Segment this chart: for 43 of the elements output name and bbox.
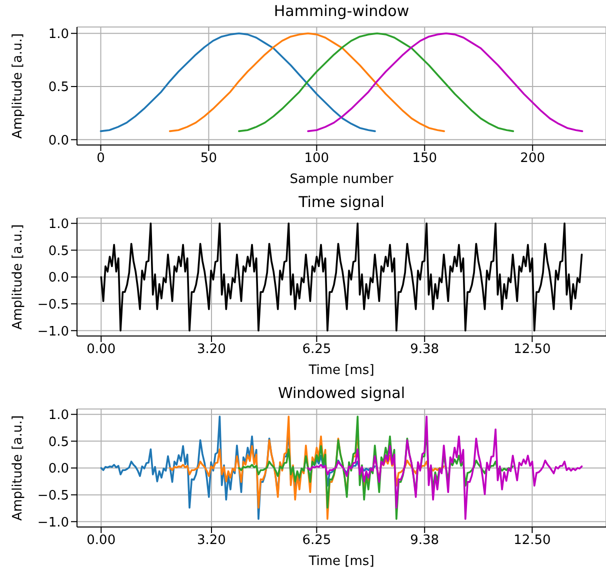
y-axis-title: Amplitude [a.u.] <box>10 33 26 139</box>
line-series <box>307 32 584 132</box>
x-tick-label: 9.38 <box>410 533 440 548</box>
y-tick-label: 1.0 <box>48 26 69 42</box>
chart-title: Hamming-window <box>272 1 410 22</box>
chart-title: Time signal <box>298 192 386 213</box>
x-tick-label: 150 <box>412 151 438 166</box>
y-tick-label: 0.5 <box>48 244 69 259</box>
y-tick-label: 0.5 <box>48 434 69 450</box>
x-tick-label: 200 <box>520 151 545 166</box>
x-axis-title: Time [ms] <box>308 362 376 380</box>
x-tick-label: 12.50 <box>514 342 551 358</box>
x-tick-label: 3.20 <box>197 342 226 358</box>
y-tick-label: 1.0 <box>48 216 69 232</box>
x-tick-label: 100 <box>304 151 330 166</box>
x-axis-title: Time [ms] <box>308 553 376 571</box>
x-tick-label: 12.50 <box>514 533 551 548</box>
x-tick-label: 9.38 <box>410 342 440 358</box>
y-tick-label: −0.5 <box>37 488 69 504</box>
x-tick-label: 6.25 <box>302 342 332 358</box>
y-tick-label: 0.5 <box>48 80 69 96</box>
line-series <box>307 416 583 520</box>
x-tick-label: 0 <box>96 151 105 166</box>
x-tick-label: 0.00 <box>86 342 116 358</box>
line-series <box>100 222 583 332</box>
x-tick-label: 3.20 <box>197 533 226 548</box>
line-series <box>238 32 514 132</box>
y-tick-label: −1.0 <box>37 324 69 340</box>
y-tick-label: 0.0 <box>48 462 69 477</box>
y-tick-label: 0.0 <box>48 133 69 148</box>
x-tick-label: 6.25 <box>302 533 332 548</box>
y-tick-label: −0.5 <box>37 297 69 312</box>
line-series <box>168 32 445 132</box>
chart-title: Windowed signal <box>276 383 406 404</box>
y-tick-label: 1.0 <box>48 408 69 423</box>
x-tick-label: 0.00 <box>86 533 116 548</box>
x-axis-title: Sample number <box>288 171 394 189</box>
y-axis-title: Amplitude [a.u.] <box>10 224 26 330</box>
y-tick-label: −1.0 <box>37 515 69 530</box>
x-tick-label: 50 <box>200 151 217 166</box>
y-axis-title: Amplitude [a.u.] <box>10 415 26 521</box>
line-series <box>100 32 376 132</box>
y-tick-label: 0.0 <box>48 270 69 286</box>
